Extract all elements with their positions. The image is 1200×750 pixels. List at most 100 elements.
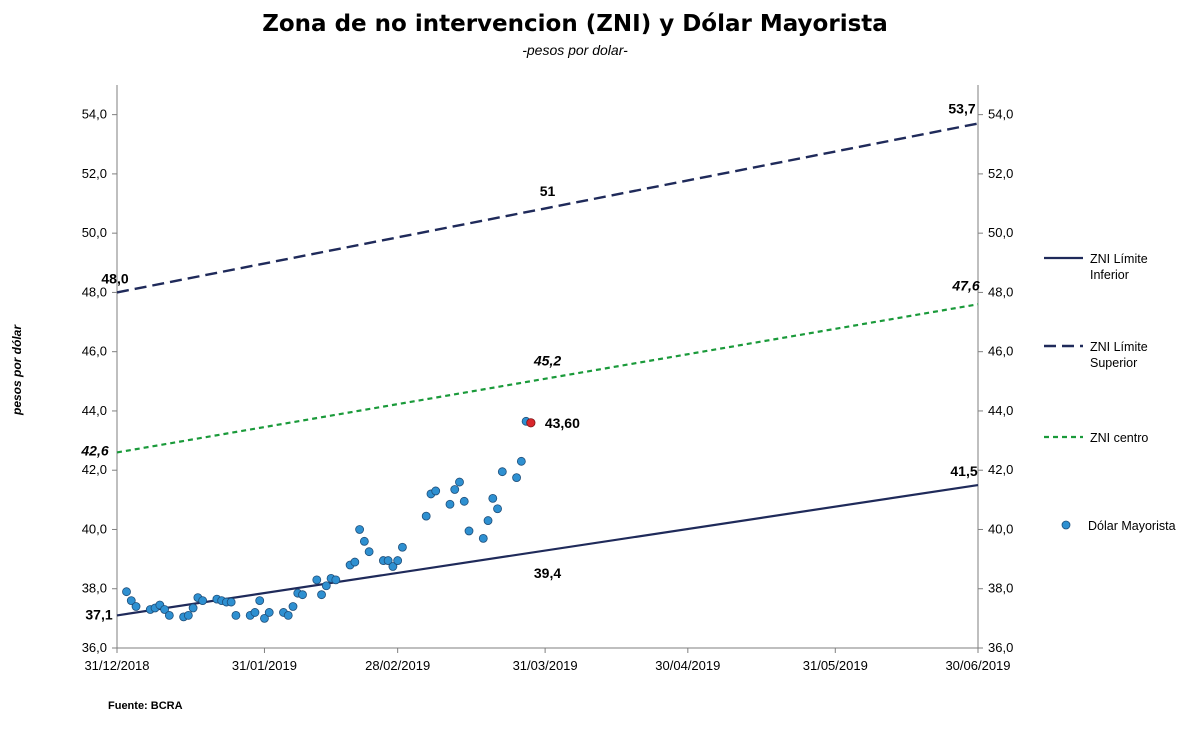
zni-centro-line bbox=[116, 303, 979, 454]
x-tick-label: 31/05/2019 bbox=[803, 658, 868, 673]
y-tick-label-right: 52,0 bbox=[988, 166, 1013, 181]
dolar-mayorista-point bbox=[122, 587, 131, 597]
dolar-mayorista-point bbox=[478, 533, 488, 543]
dolar-mayorista-point bbox=[317, 590, 326, 600]
dolar-mayorista-point bbox=[445, 499, 455, 509]
dolar-mayorista-point bbox=[188, 603, 198, 613]
x-tick-label: 31/03/2019 bbox=[513, 658, 578, 673]
dolar-mayorista-point bbox=[359, 536, 369, 546]
legend-item: ZNI Límite Inferior bbox=[1044, 252, 1148, 282]
legend-label: ZNI Límite bbox=[1090, 252, 1148, 266]
dolar-mayorista-point bbox=[516, 456, 526, 466]
y-tick-label-left: 54,0 bbox=[82, 107, 107, 122]
dolar-mayorista-point bbox=[455, 477, 464, 487]
legend-label: ZNI Límite bbox=[1090, 340, 1148, 354]
dolar-mayorista-point bbox=[512, 473, 521, 483]
y-tick-label-right: 36,0 bbox=[988, 640, 1013, 655]
series-value-label: 39,4 bbox=[534, 565, 561, 581]
legend-label-line2: Superior bbox=[1090, 356, 1137, 370]
dolar-mayorista-point bbox=[160, 605, 169, 614]
y-tick-label-right: 54,0 bbox=[988, 107, 1013, 122]
dolar-mayorista-point bbox=[331, 575, 341, 585]
dolar-mayorista-point bbox=[288, 602, 298, 611]
dolar-mayorista-point bbox=[383, 556, 393, 565]
legend-swatch-marker bbox=[1061, 520, 1071, 530]
axes: 36,0 36,0 38,0 38,0 40,0 40,0 42,0 42,0 44,0 44,0… bbox=[82, 85, 1013, 673]
dolar-mayorista-point bbox=[350, 557, 360, 567]
y-tick-label-right: 40,0 bbox=[988, 521, 1013, 536]
y-tick-label-right: 44,0 bbox=[988, 403, 1013, 418]
zni-limite-inferior-line bbox=[116, 483, 979, 617]
x-tick-label: 30/06/2019 bbox=[945, 658, 1010, 673]
dolar-mayorista-point bbox=[298, 590, 307, 600]
dolar-mayorista-point bbox=[483, 516, 493, 525]
highlight-value-label: 43,60 bbox=[545, 415, 580, 431]
dolar-mayorista-point bbox=[250, 608, 260, 617]
legend-item: ZNI centro bbox=[1044, 431, 1148, 445]
y-tick-label-right: 38,0 bbox=[988, 581, 1013, 596]
y-tick-label-left: 50,0 bbox=[82, 225, 107, 240]
dolar-mayorista-point bbox=[355, 525, 365, 534]
dolar-mayorista-point bbox=[126, 596, 136, 605]
legend-label-line2: Inferior bbox=[1090, 268, 1129, 282]
dolar-mayorista-point bbox=[283, 611, 293, 620]
chart-subtitle: -pesos por dolar- bbox=[522, 42, 628, 58]
series-value-label: 47,6 bbox=[951, 277, 979, 293]
y-tick-label-left: 36,0 bbox=[82, 640, 107, 655]
dolar-mayorista-point bbox=[255, 596, 265, 605]
y-tick-label-right: 50,0 bbox=[988, 225, 1013, 240]
dolar-mayorista-point bbox=[321, 581, 331, 591]
source-note: Fuente: BCRA bbox=[108, 700, 183, 712]
y-tick-label-left: 48,0 bbox=[82, 284, 107, 299]
dolar-mayorista-point bbox=[431, 486, 441, 496]
highlight-point bbox=[526, 418, 536, 428]
dolar-mayorista-point bbox=[464, 526, 474, 536]
y-tick-label-left: 46,0 bbox=[82, 344, 107, 359]
y-tick-label-right: 46,0 bbox=[988, 344, 1013, 359]
dolar-mayorista-point bbox=[226, 597, 236, 607]
dolar-mayorista-point bbox=[164, 611, 174, 620]
series-layer bbox=[116, 122, 979, 623]
dolar-mayorista-point bbox=[312, 575, 322, 585]
dolar-mayorista-point bbox=[388, 562, 398, 571]
series-value-label: 37,1 bbox=[85, 606, 112, 622]
legend-item: Dólar Mayorista bbox=[1061, 519, 1176, 533]
x-tick-label: 28/02/2019 bbox=[365, 658, 430, 673]
dolar-mayorista-point bbox=[493, 504, 502, 514]
dolar-mayorista-point bbox=[421, 511, 431, 521]
zni-limite-superior-line bbox=[116, 122, 979, 294]
dolar-mayorista-point bbox=[450, 485, 460, 494]
dolar-mayorista-point bbox=[364, 547, 374, 557]
legend-label: Dólar Mayorista bbox=[1088, 519, 1176, 533]
x-tick-label: 30/04/2019 bbox=[655, 658, 720, 673]
series-value-label: 48,0 bbox=[101, 270, 128, 286]
y-tick-label-right: 42,0 bbox=[988, 462, 1013, 477]
dolar-mayorista-point bbox=[264, 608, 274, 617]
dolar-mayorista-point bbox=[260, 613, 269, 623]
dolar-mayorista-point bbox=[488, 493, 498, 503]
dolar-mayorista-point bbox=[497, 467, 507, 477]
chart-title: Zona de no intervencion (ZNI) y Dólar Ma… bbox=[262, 11, 888, 37]
y-tick-label-left: 40,0 bbox=[82, 521, 107, 536]
dolar-mayorista-point bbox=[131, 602, 141, 611]
dolar-mayorista-point bbox=[398, 542, 407, 552]
y-tick-label-left: 38,0 bbox=[82, 581, 107, 596]
legend-item: ZNI Límite Superior bbox=[1044, 340, 1148, 370]
dolar-mayorista-point bbox=[198, 596, 208, 605]
y-tick-label-left: 52,0 bbox=[82, 166, 107, 181]
series-value-label: 53,7 bbox=[948, 101, 975, 117]
x-tick-label: 31/01/2019 bbox=[232, 658, 297, 673]
series-value-label: 42,6 bbox=[80, 442, 108, 458]
dolar-mayorista-point bbox=[393, 556, 403, 565]
y-tick-label-left: 44,0 bbox=[82, 403, 107, 418]
dolar-mayorista-point bbox=[459, 496, 469, 506]
annotation-layer: 48,0 51 53,7 42,6 45,2 47,6 37,1 39,4 41,5 43,60 bbox=[80, 101, 979, 623]
y-axis-label: pesos por dólar bbox=[10, 324, 24, 416]
dolar-mayorista-point bbox=[183, 611, 193, 620]
series-value-label: 41,5 bbox=[950, 463, 977, 479]
y-tick-label-left: 42,0 bbox=[82, 462, 107, 477]
legend-label: ZNI centro bbox=[1090, 431, 1148, 445]
series-value-label: 45,2 bbox=[533, 352, 561, 368]
